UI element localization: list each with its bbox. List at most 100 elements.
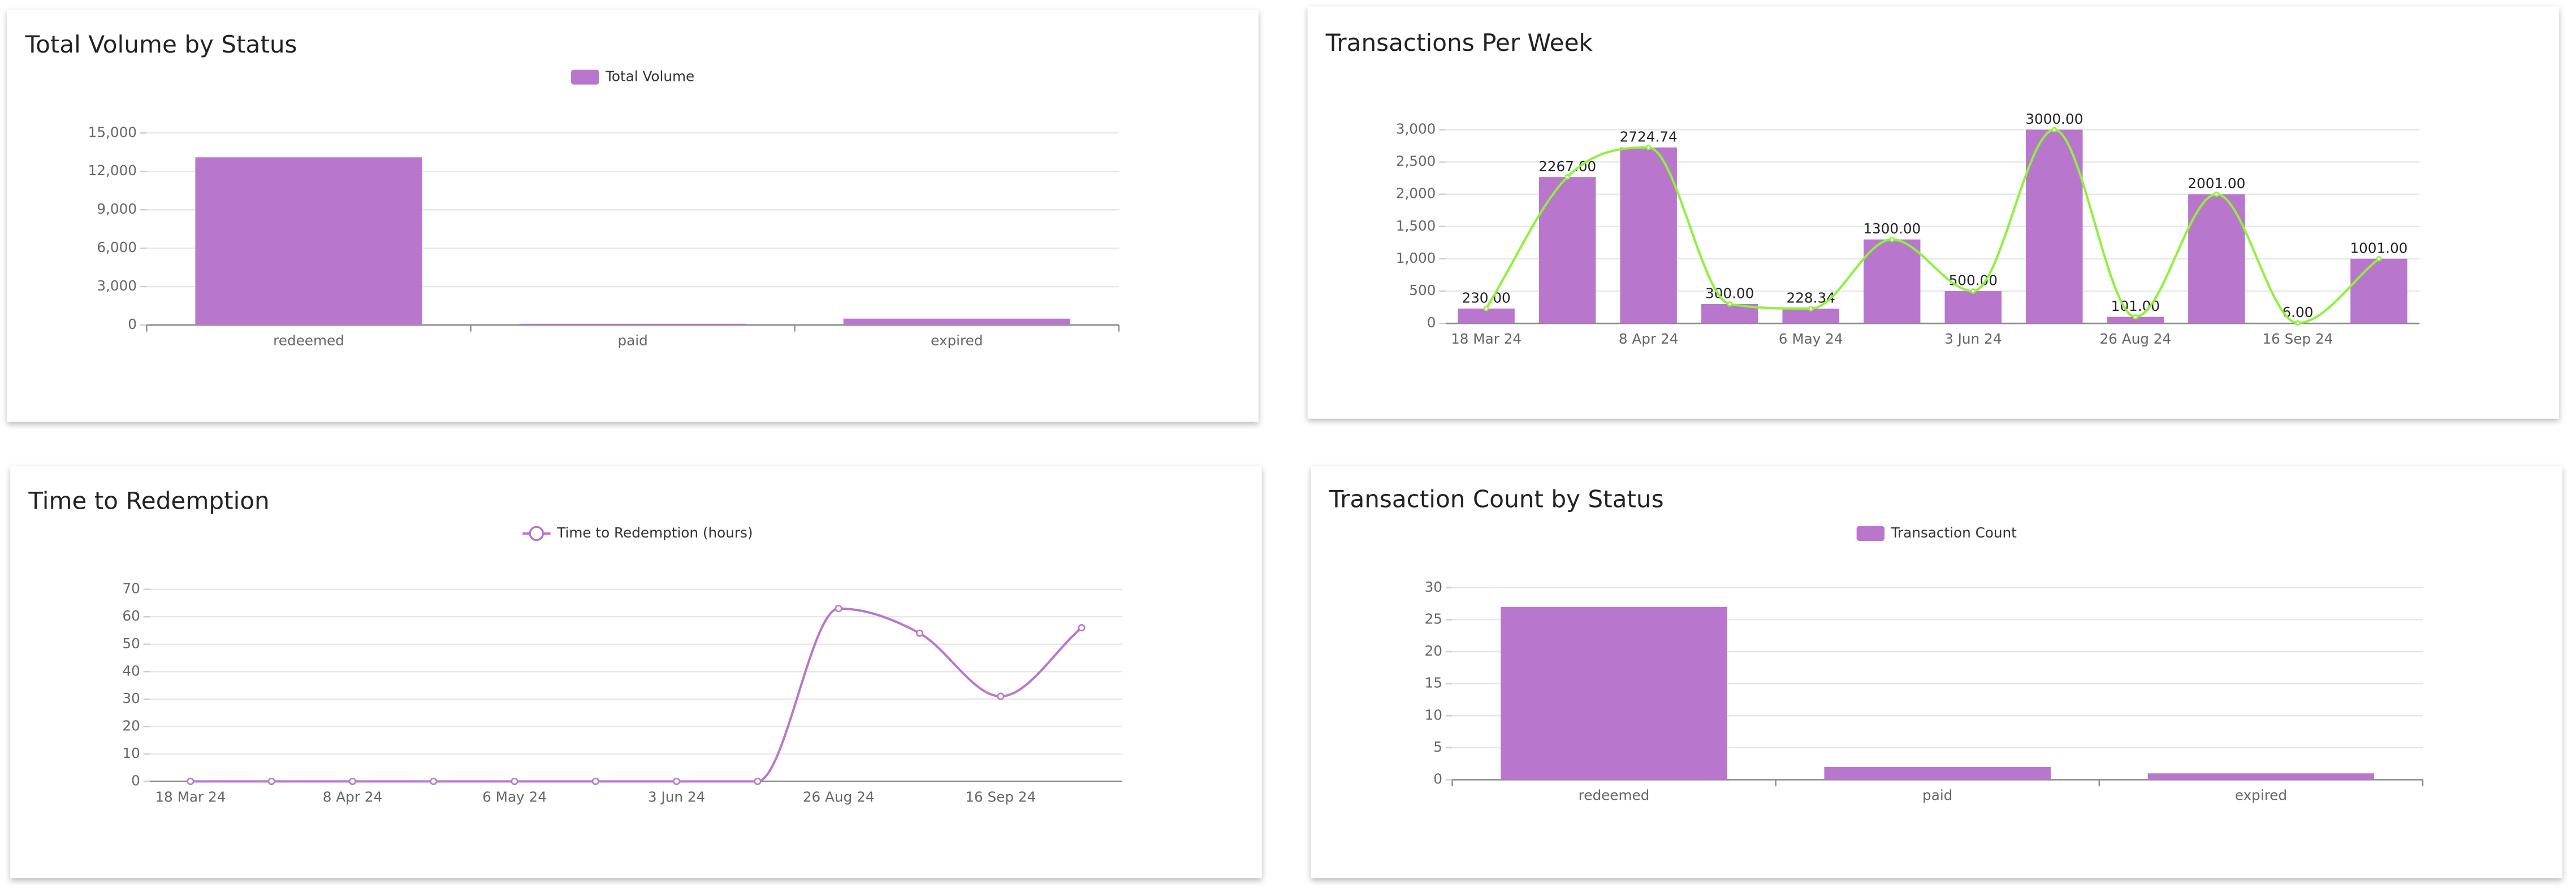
point: [754, 777, 762, 786]
bar: [1538, 177, 1596, 324]
point: [511, 777, 518, 786]
y-tick-label: 0: [1433, 771, 1442, 787]
legend-swatch: [571, 70, 599, 85]
data-label: 228.34: [1787, 290, 1835, 306]
bar: [2147, 773, 2375, 780]
x-tick-label: 16 Sep 24: [965, 789, 1036, 805]
data-label: 1001.00: [2350, 240, 2408, 256]
y-tick-label: 0: [1427, 314, 1436, 331]
x-tick-label: 26 Aug 24: [803, 789, 875, 805]
chart-title: Time to Redemption: [28, 487, 269, 514]
y-tick-label: 15,000: [88, 124, 137, 140]
y-tick-label: 50: [122, 635, 140, 652]
bar: [2107, 317, 2164, 324]
x-tick-label: 6 May 24: [1779, 331, 1843, 347]
x-tick-label: expired: [2235, 787, 2287, 804]
y-tick-label: 12,000: [88, 162, 137, 179]
point: [2376, 256, 2382, 262]
bar: [519, 323, 746, 326]
bar: [2026, 129, 2083, 324]
y-tick-label: 6,000: [97, 239, 137, 255]
point: [2051, 127, 2058, 133]
bar: [1824, 766, 2051, 780]
data-label: 1300.00: [1863, 220, 1921, 237]
point: [430, 777, 438, 786]
x-tick-label: 26 Aug 24: [2099, 331, 2171, 347]
bar: [2350, 258, 2408, 324]
y-tick-label: 0: [128, 316, 137, 332]
point: [2133, 314, 2138, 320]
x-tick-label: 3 Jun 24: [648, 789, 705, 805]
point: [1483, 306, 1489, 311]
x-tick-label: paid: [617, 332, 647, 349]
point: [1727, 301, 1732, 307]
x-tick-label: 3 Jun 24: [1944, 331, 2002, 347]
legend-swatch: [529, 526, 544, 541]
point: [187, 777, 195, 786]
point: [267, 777, 275, 786]
bar: [1501, 606, 1727, 780]
bar: [195, 157, 422, 326]
y-tick-label: 60: [122, 608, 140, 624]
point: [997, 692, 1005, 700]
x-tick-label: 8 Apr 24: [323, 789, 382, 805]
data-label: 3000.00: [2025, 111, 2083, 127]
x-tick-label: redeemed: [1579, 787, 1650, 804]
y-tick-label: 1,500: [1396, 218, 1436, 234]
legend-label: Transaction Count: [1891, 524, 2017, 541]
point: [1808, 306, 1814, 311]
x-tick-label: 6 May 24: [482, 789, 547, 805]
bar: [2188, 194, 2245, 324]
y-tick-label: 5: [1433, 739, 1442, 755]
y-tick-label: 70: [122, 580, 140, 597]
y-tick-label: 9,000: [97, 201, 137, 217]
card: [1307, 6, 2560, 419]
bar: [1620, 147, 1677, 324]
data-label: 2724.74: [1620, 128, 1678, 145]
point: [1970, 288, 1976, 294]
x-tick-label: redeemed: [273, 332, 344, 349]
y-tick-label: 1,000: [1396, 250, 1436, 266]
x-tick-label: paid: [1922, 787, 1952, 804]
x-tick-label: 18 Mar 24: [155, 789, 226, 805]
point: [915, 629, 923, 637]
chart-title: Transactions Per Week: [1325, 29, 1593, 57]
point: [1889, 236, 1895, 242]
y-tick-label: 20: [122, 717, 140, 734]
x-tick-label: expired: [931, 332, 983, 349]
point: [673, 777, 681, 786]
data-label: 101.00: [2111, 298, 2160, 314]
legend-label: Time to Redemption (hours): [556, 524, 753, 541]
data-label: 300.00: [1705, 285, 1754, 301]
point: [835, 605, 842, 613]
bar: [1863, 239, 1921, 324]
chart-title: Transaction Count by Status: [1329, 485, 1664, 513]
y-tick-label: 15: [1425, 675, 1442, 691]
x-tick-label: 18 Mar 24: [1451, 331, 1522, 347]
y-tick-label: 2,000: [1396, 185, 1436, 202]
legend-label: Total Volume: [605, 68, 694, 85]
y-tick-label: 0: [131, 773, 140, 789]
y-tick-label: 30: [122, 690, 140, 706]
point: [1564, 174, 1570, 180]
x-tick-label: 16 Sep 24: [2262, 331, 2333, 347]
legend-swatch: [1856, 526, 1885, 541]
data-label: 230.00: [1462, 289, 1510, 306]
y-tick-label: 3,000: [97, 278, 137, 294]
y-tick-label: 500: [1409, 282, 1436, 298]
point: [348, 777, 356, 786]
y-tick-label: 30: [1425, 579, 1442, 595]
y-tick-label: 25: [1425, 610, 1442, 627]
point: [2295, 320, 2301, 326]
bar: [1944, 291, 2002, 324]
point: [1078, 624, 1086, 632]
point: [2214, 191, 2220, 197]
data-label: 2001.00: [2188, 175, 2245, 192]
y-tick-label: 10: [1425, 706, 1442, 723]
point: [591, 777, 599, 786]
bar: [843, 318, 1070, 326]
x-tick-label: 8 Apr 24: [1619, 331, 1678, 347]
chart-title: Total Volume by Status: [25, 31, 297, 58]
